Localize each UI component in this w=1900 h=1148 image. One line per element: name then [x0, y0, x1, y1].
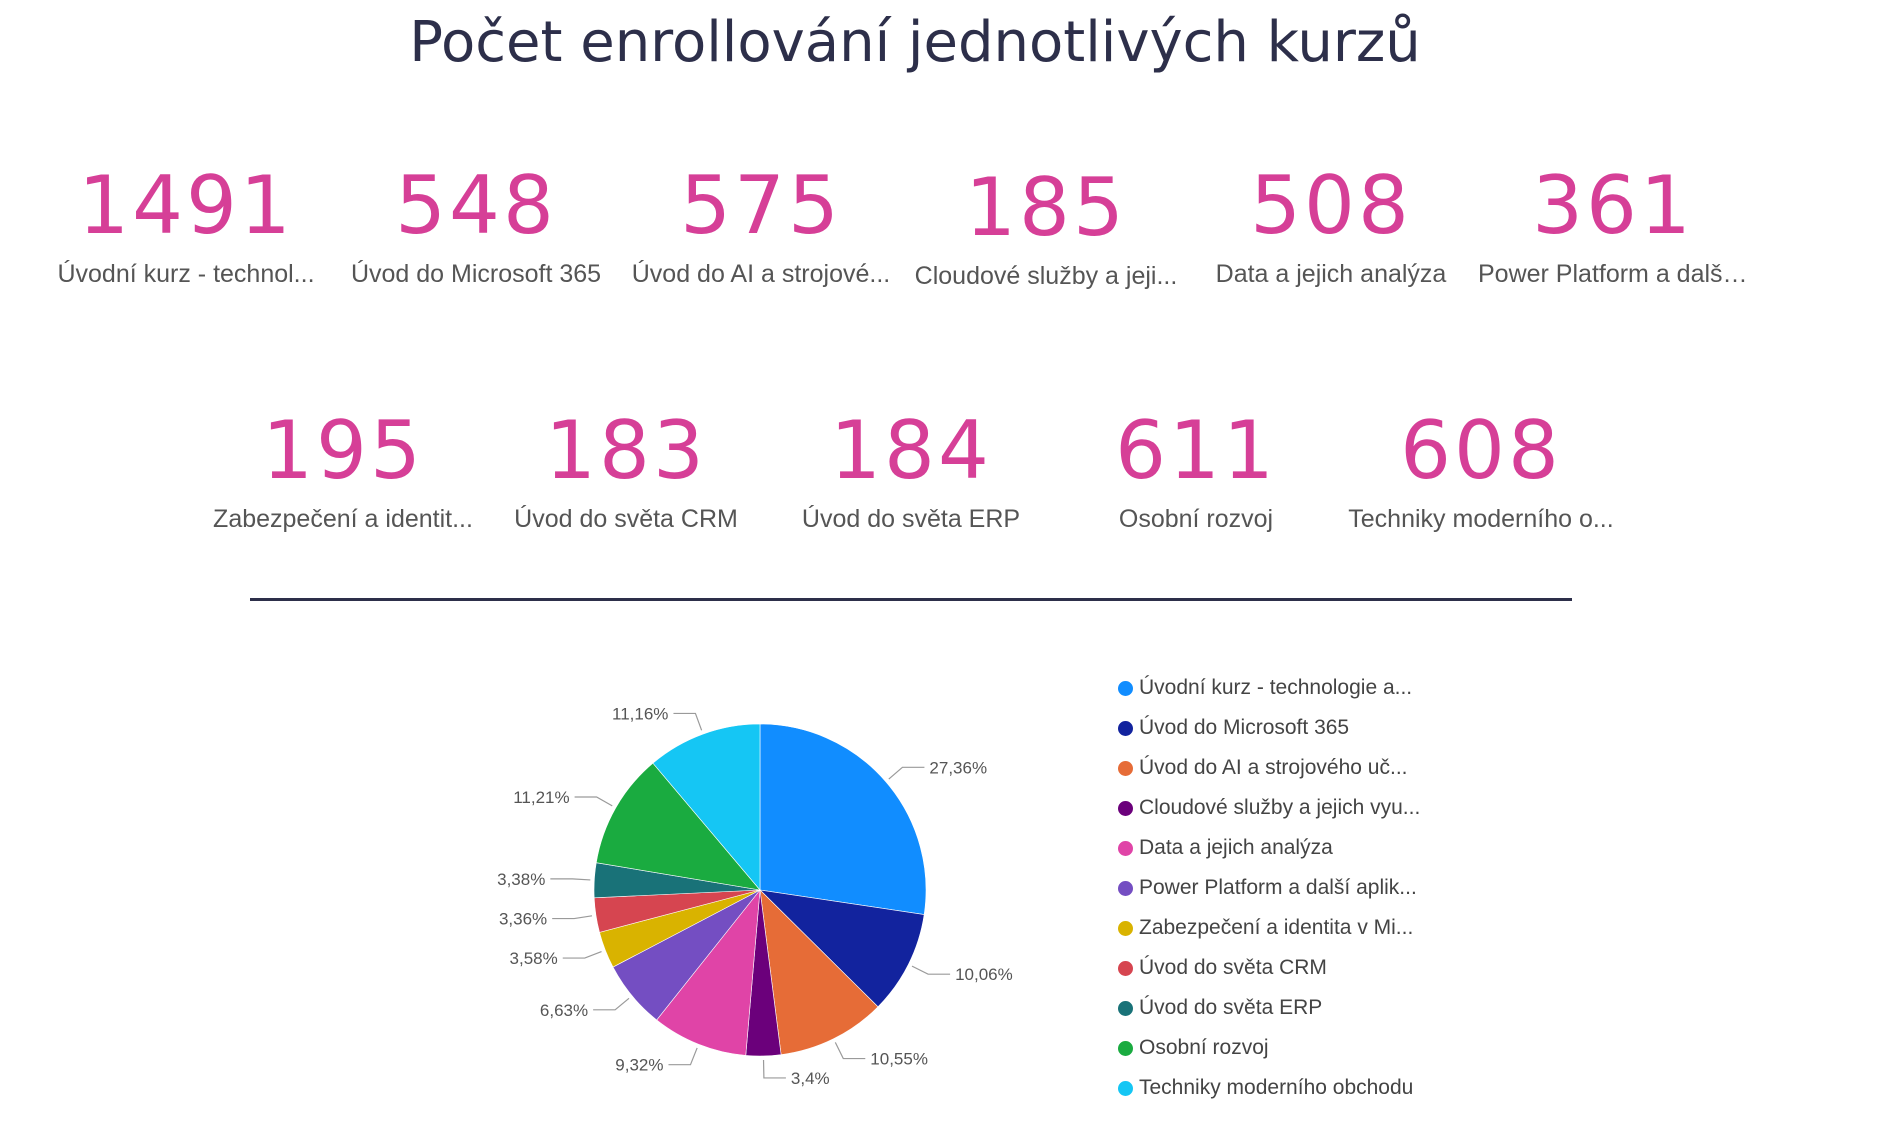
kpi-value: 508: [1250, 159, 1412, 252]
kpi-value: 184: [830, 404, 992, 497]
kpi-value: 195: [262, 404, 424, 497]
leader-line: [562, 950, 602, 959]
legend-item[interactable]: Data a jejich analýza: [1118, 828, 1420, 868]
kpi-label: Úvod do AI a strojové...: [631, 260, 891, 288]
kpi-value: 183: [545, 404, 707, 497]
legend-dot-icon: [1118, 1080, 1133, 1096]
legend-dot-icon: [1118, 1040, 1133, 1056]
kpi-card[interactable]: 611 Osobní rozvoj: [1061, 405, 1331, 534]
data-label: 9,32%: [615, 1056, 663, 1075]
kpi-value: 361: [1532, 159, 1694, 252]
data-label: 3,58%: [510, 949, 558, 968]
legend-item[interactable]: Cloudové služby a jejich vyu...: [1118, 788, 1420, 828]
legend-item[interactable]: Techniky moderního obchodu: [1118, 1068, 1420, 1108]
data-label: 27,36%: [929, 758, 987, 777]
data-label: 3,4%: [791, 1069, 830, 1088]
legend-dot-icon: [1118, 680, 1133, 696]
kpi-value: 611: [1115, 404, 1277, 497]
kpi-label: Úvod do světa ERP: [801, 505, 1021, 533]
legend-dot-icon: [1118, 880, 1133, 896]
section-divider: [250, 598, 1572, 601]
legend-item[interactable]: Osobní rozvoj: [1118, 1028, 1420, 1068]
kpi-label: Osobní rozvoj: [1118, 505, 1274, 533]
kpi-cards: 1491 Úvodní kurz - technol... 548 Úvod d…: [0, 0, 1900, 560]
kpi-card[interactable]: 608 Techniky moderního o...: [1346, 405, 1616, 534]
leader-line: [888, 766, 925, 780]
legend-label: Úvod do světa ERP: [1139, 996, 1323, 1019]
pie-slice[interactable]: [759, 889, 925, 1008]
kpi-label: Techniky moderního o...: [1348, 505, 1614, 533]
legend-dot-icon: [1118, 1000, 1133, 1016]
chart-legend: Úvodní kurz - technologie a... Úvod do Mi…: [1118, 668, 1420, 1108]
data-label: 10,55%: [870, 1050, 928, 1069]
kpi-card[interactable]: 183 Úvod do světa CRM: [491, 405, 761, 534]
leader-line: [911, 965, 951, 975]
pie-slice[interactable]: [656, 889, 761, 1056]
legend-label: Úvod do světa CRM: [1139, 956, 1327, 979]
legend-item[interactable]: Úvod do Microsoft 365: [1118, 708, 1420, 748]
legend-dot-icon: [1118, 920, 1133, 936]
legend-label: Data a jejich analýza: [1139, 836, 1333, 859]
kpi-label: Zabezpečení a identit...: [213, 505, 473, 533]
data-label: 3,38%: [497, 870, 545, 889]
legend-label: Úvod do Microsoft 365: [1139, 716, 1350, 739]
legend-dot-icon: [1118, 840, 1133, 856]
legend-label: Osobní rozvoj: [1139, 1036, 1269, 1059]
leader-line: [552, 915, 593, 920]
kpi-label: Power Platform a další...: [1478, 260, 1748, 288]
data-label: 3,36%: [499, 910, 547, 929]
leader-line: [668, 1047, 698, 1066]
kpi-label: Úvodní kurz - technol...: [57, 260, 315, 288]
legend-dot-icon: [1118, 960, 1133, 976]
legend-dot-icon: [1118, 760, 1133, 776]
leader-line: [593, 997, 630, 1011]
legend-label: Zabezpečení a identita v Mi...: [1139, 916, 1414, 939]
kpi-card[interactable]: 184 Úvod do světa ERP: [776, 405, 1046, 534]
pie-chart: 27,36% 10,06% 10,55% 3,4% 9,32% 6,63% 3,58% 3,3…: [497, 704, 1013, 1088]
page-title: Počet enrollování jednotlivých kurzů: [409, 10, 1421, 75]
pie-slice[interactable]: [759, 723, 927, 915]
legend-item[interactable]: Úvod do AI a strojového uč...: [1118, 748, 1420, 788]
leader-line: [574, 796, 613, 807]
kpi-card[interactable]: 195 Zabezpečení a identit...: [208, 405, 478, 534]
pie-slice[interactable]: [759, 889, 879, 1055]
legend-item[interactable]: Úvod do světa CRM: [1118, 948, 1420, 988]
pie-slice[interactable]: [652, 723, 761, 891]
legend-label: Cloudové služby a jejich vyu...: [1139, 796, 1421, 819]
leader-line: [673, 712, 703, 731]
data-label: 11,21%: [513, 788, 569, 807]
kpi-card[interactable]: 575 Úvod do AI a strojové...: [626, 160, 896, 289]
kpi-value: 608: [1400, 404, 1562, 497]
leader-line: [550, 878, 591, 881]
kpi-card[interactable]: 1491 Úvodní kurz - technol...: [51, 160, 321, 289]
kpi-label: Data a jejich analýza: [1215, 260, 1447, 288]
leader-line: [762, 1059, 786, 1079]
data-label: 10,06%: [955, 965, 1013, 984]
legend-item[interactable]: Úvod do světa ERP: [1118, 988, 1420, 1028]
pie-slice[interactable]: [595, 762, 761, 891]
kpi-value: 185: [965, 161, 1127, 254]
data-label: 11,16%: [612, 704, 668, 723]
kpi-value: 548: [395, 159, 557, 252]
legend-item[interactable]: Zabezpečení a identita v Mi...: [1118, 908, 1420, 948]
legend-dot-icon: [1118, 800, 1133, 816]
kpi-value: 575: [680, 159, 842, 252]
kpi-card[interactable]: 185 Cloudové služby a jeji...: [911, 162, 1181, 291]
legend-label: Power Platform a další aplik...: [1139, 876, 1417, 899]
data-label: 6,63%: [540, 1001, 588, 1020]
legend-item[interactable]: Úvodní kurz - technologie a...: [1118, 668, 1420, 708]
kpi-label: Úvod do Microsoft 365: [350, 260, 602, 288]
legend-item[interactable]: Power Platform a další aplik...: [1118, 868, 1420, 908]
leader-line: [834, 1042, 866, 1060]
kpi-value: 1491: [78, 159, 294, 252]
legend-dot-icon: [1118, 720, 1133, 736]
kpi-card[interactable]: 548 Úvod do Microsoft 365: [341, 160, 611, 289]
legend-label: Techniky moderního obchodu: [1139, 1076, 1414, 1099]
kpi-card[interactable]: 361 Power Platform a další...: [1478, 160, 1748, 289]
kpi-label: Cloudové služby a jeji...: [914, 262, 1178, 290]
kpi-label: Úvod do světa CRM: [514, 505, 738, 533]
kpi-card[interactable]: 508 Data a jejich analýza: [1196, 160, 1466, 289]
legend-label: Úvod do AI a strojového uč...: [1139, 756, 1408, 779]
legend-label: Úvodní kurz - technologie a...: [1139, 676, 1413, 699]
